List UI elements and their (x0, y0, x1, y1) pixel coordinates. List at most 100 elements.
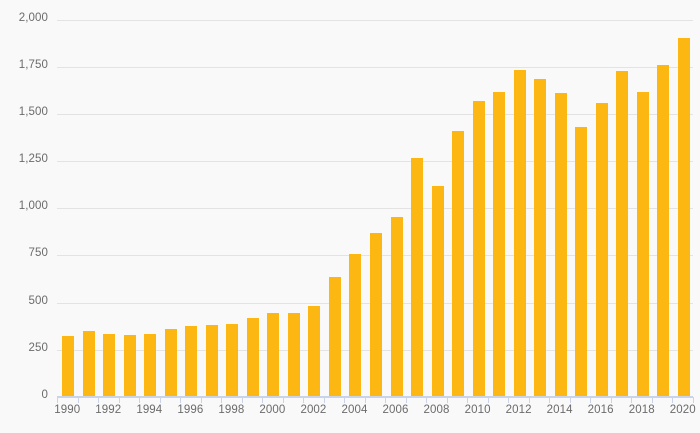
bar[interactable] (636, 91, 649, 397)
bar[interactable] (431, 186, 444, 397)
bar[interactable] (308, 305, 321, 397)
x-axis-tick (446, 397, 448, 403)
bar[interactable] (328, 277, 341, 397)
x-axis-tick (180, 397, 182, 403)
x-axis-tick (139, 397, 141, 403)
x-axis-tick (467, 397, 469, 403)
x-axis-tick (610, 397, 612, 403)
bar[interactable] (493, 92, 506, 397)
gridline (57, 114, 693, 116)
x-axis-tick (200, 397, 202, 403)
x-axis-tick-label: 2016 (587, 404, 614, 416)
x-axis-tick (426, 397, 428, 403)
bar[interactable] (595, 103, 608, 397)
bar[interactable] (267, 313, 280, 397)
bar[interactable] (534, 78, 547, 397)
bar[interactable] (287, 312, 300, 397)
x-axis-tick-label: 2002 (300, 404, 327, 416)
gridline (57, 20, 693, 21)
y-axis-tick-label: 0 (41, 388, 48, 401)
x-axis-tick-label: 1990 (54, 404, 81, 416)
bar[interactable] (82, 331, 95, 397)
x-axis-labels: 1990 1992 1994 1996 1998 2000 2002 2004 2006 2008… (0, 404, 700, 424)
bar-series (57, 20, 693, 397)
bar[interactable] (246, 317, 259, 397)
bar[interactable] (62, 335, 75, 397)
bar[interactable] (103, 333, 116, 397)
x-axis-tick (282, 397, 284, 403)
bar[interactable] (472, 101, 485, 397)
x-axis-tick (569, 397, 571, 403)
x-axis-tick (405, 397, 407, 403)
y-axis-tick-label: 2,000 (18, 12, 48, 24)
x-axis-tick (262, 397, 264, 403)
x-axis-tick-label: 2010 (464, 404, 491, 416)
x-axis-tick (57, 397, 58, 403)
x-axis-tick (385, 397, 387, 403)
x-axis-tick (508, 397, 510, 403)
x-axis-tick-label: 1996 (177, 404, 204, 416)
x-axis-line (57, 396, 693, 397)
x-axis-tick-label: 1994 (136, 404, 163, 416)
x-axis-tick (651, 397, 653, 403)
x-axis-ticks (57, 397, 694, 404)
bar[interactable] (575, 126, 588, 397)
gridline (57, 67, 693, 69)
y-axis-tick-label: 1,750 (18, 59, 48, 72)
bar[interactable] (123, 334, 136, 397)
bar[interactable] (657, 64, 670, 397)
bar[interactable] (370, 232, 382, 397)
axis-baseline (57, 396, 693, 398)
x-axis-tick-label: 1998 (218, 404, 245, 416)
x-axis-tick-label: 1992 (95, 404, 122, 416)
x-axis-tick (487, 397, 489, 403)
bar[interactable] (513, 70, 526, 397)
bar[interactable] (226, 323, 239, 397)
x-axis-tick (118, 397, 120, 403)
x-axis-tick (98, 397, 100, 403)
x-axis-tick (693, 397, 694, 403)
bar[interactable] (411, 158, 424, 397)
bar[interactable] (185, 326, 198, 397)
x-axis-tick-label: 2018 (628, 404, 655, 416)
bar[interactable] (205, 324, 218, 397)
x-axis-tick (323, 397, 325, 403)
bar[interactable] (554, 92, 567, 397)
bar[interactable] (616, 71, 629, 397)
y-axis-tick-label: 1,250 (18, 153, 48, 166)
x-axis-tick (221, 397, 223, 403)
x-axis-tick (159, 397, 161, 403)
x-axis-tick-label: 2000 (259, 404, 286, 416)
x-axis-tick-label: 2006 (382, 404, 409, 416)
x-axis-tick (549, 397, 551, 403)
bar[interactable] (349, 253, 362, 397)
x-axis-tick-label: 2004 (341, 404, 368, 416)
x-axis-tick (672, 397, 674, 403)
gridline (57, 208, 693, 210)
y-axis-tick-label: 250 (28, 341, 48, 354)
bar[interactable] (144, 333, 157, 397)
bar[interactable] (164, 329, 177, 397)
x-axis-tick (77, 397, 79, 403)
y-axis-labels: 0 250 500 750 1,000 1,250 1,500 1,750 2,000 (0, 0, 48, 433)
x-axis-tick (344, 397, 346, 403)
x-axis-tick (590, 397, 592, 403)
x-axis-tick-label: 2008 (423, 404, 450, 416)
bar[interactable] (452, 131, 465, 397)
x-axis-tick (528, 397, 530, 403)
y-axis-tick-label: 1,000 (18, 200, 48, 213)
bar[interactable] (390, 216, 403, 397)
x-axis-tick (364, 397, 366, 403)
gridline (57, 161, 693, 163)
x-axis-tick (303, 397, 305, 403)
y-axis-tick-label: 500 (28, 294, 48, 307)
x-axis-tick-label: 2014 (546, 404, 573, 416)
x-axis-tick-label: 2012 (505, 404, 532, 416)
y-axis-tick-label: 750 (28, 247, 48, 260)
y-axis-tick-label: 1,500 (18, 106, 48, 119)
x-axis-tick-label: 2020 (669, 404, 696, 416)
x-axis-tick (241, 397, 243, 403)
x-axis-tick (631, 397, 633, 403)
bar[interactable] (677, 38, 690, 397)
